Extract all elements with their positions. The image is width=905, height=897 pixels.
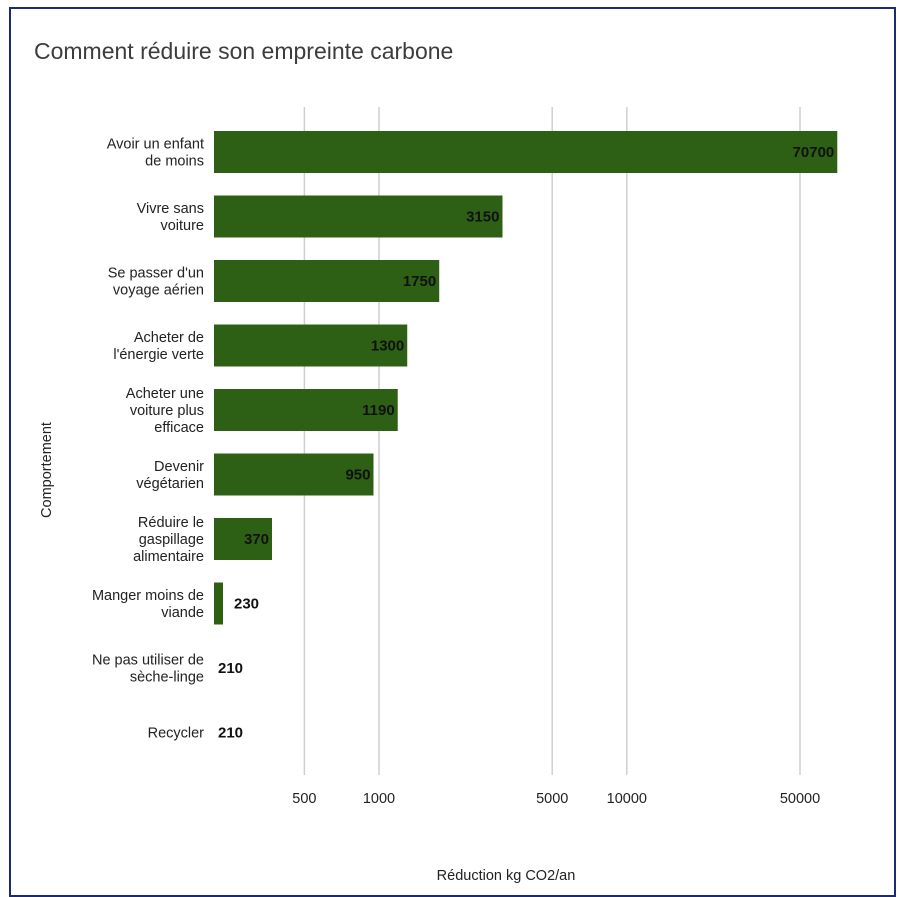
bar bbox=[214, 324, 408, 367]
category-label: Avoir un enfant de moins bbox=[107, 137, 204, 170]
x-tick-label: 50000 bbox=[780, 791, 820, 807]
category-label: Ne pas utiliser de sèche-linge bbox=[92, 653, 204, 686]
bar-value-label: 1750 bbox=[403, 273, 436, 290]
category-label: Acheter de l'énergie verte bbox=[113, 330, 204, 363]
x-tick-label: 10000 bbox=[607, 791, 647, 807]
bar bbox=[214, 518, 273, 560]
bar bbox=[214, 131, 838, 173]
chart-title: Comment réduire son empreinte carbone bbox=[34, 38, 454, 64]
bar-value-label: 950 bbox=[345, 467, 370, 484]
value-labels: 70700 3150 1750 1300 1190 950 370 230 210 210 bbox=[218, 144, 834, 742]
bar bbox=[214, 389, 398, 431]
bar-value-label: 210 bbox=[218, 725, 243, 742]
bar-value-label: 1190 bbox=[362, 402, 395, 419]
bar bbox=[214, 582, 223, 625]
x-tick-labels: 500 1000 5000 10000 50000 bbox=[292, 791, 820, 807]
bar-value-label: 1300 bbox=[371, 338, 404, 355]
category-label: Réduire le gaspillage alimentaire bbox=[133, 515, 204, 565]
x-tick-label: 1000 bbox=[363, 791, 395, 807]
bars bbox=[214, 131, 838, 625]
bar bbox=[214, 195, 503, 238]
category-label: Se passer d'un voyage aérien bbox=[108, 266, 204, 299]
category-labels: Avoir un enfant de moins Vivre sans voiture… bbox=[92, 137, 204, 742]
x-axis-title: Réduction kg CO2/an bbox=[437, 868, 576, 884]
category-label: Acheter une voiture plus efficace bbox=[126, 386, 204, 436]
x-tick-label: 5000 bbox=[536, 791, 568, 807]
category-label: Vivre sans voiture bbox=[137, 201, 204, 234]
bar-value-label: 370 bbox=[244, 531, 269, 548]
bar bbox=[214, 453, 374, 496]
bar-value-label: 230 bbox=[234, 596, 259, 613]
x-tick-label: 500 bbox=[292, 791, 316, 807]
bar-value-label: 70700 bbox=[793, 144, 835, 161]
y-axis-title: Comportement bbox=[39, 422, 55, 518]
category-label: Devenir végétarien bbox=[136, 459, 204, 492]
category-label: Recycler bbox=[148, 726, 205, 742]
bar-value-label: 3150 bbox=[466, 209, 499, 226]
bar bbox=[214, 260, 440, 302]
bar-value-label: 210 bbox=[218, 660, 243, 677]
category-label: Manger moins de viande bbox=[92, 588, 204, 621]
